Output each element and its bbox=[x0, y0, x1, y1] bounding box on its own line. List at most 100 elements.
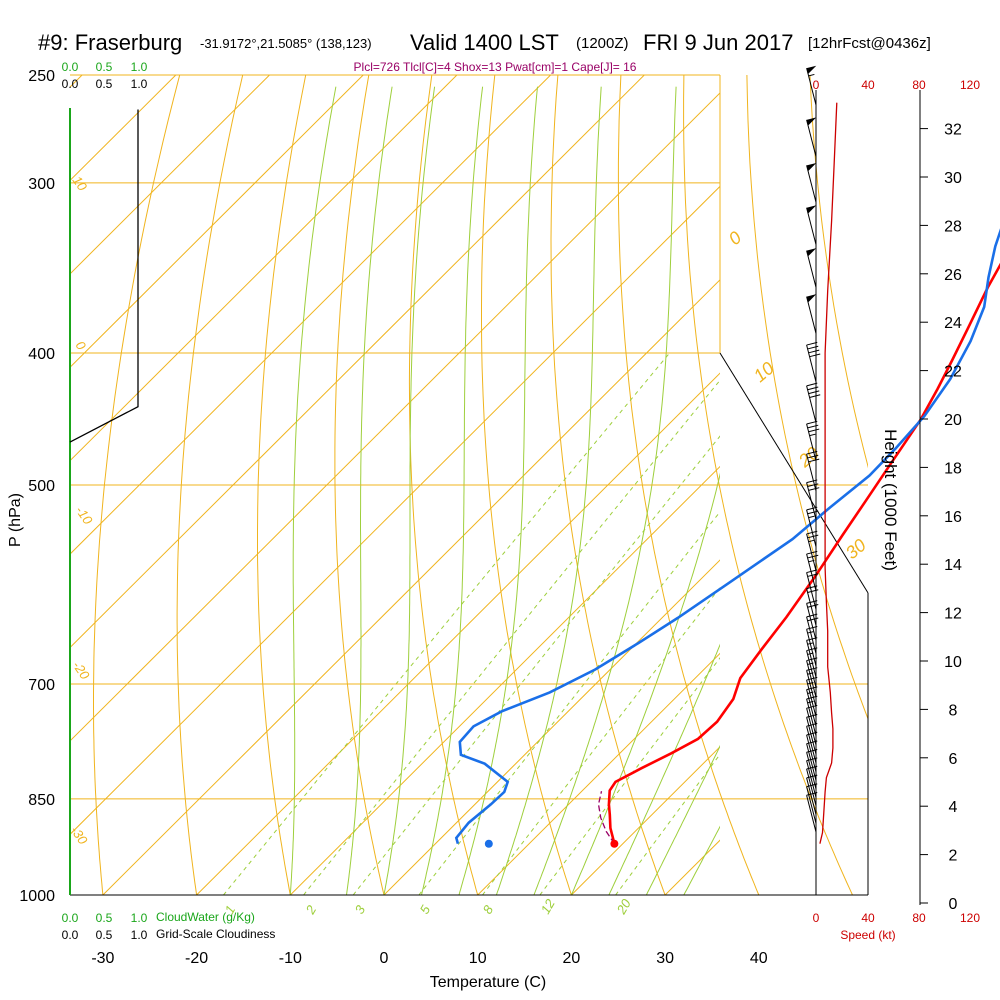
bottom-cloudwater-scale-label: 0.5 bbox=[96, 911, 113, 925]
y-tick-label: 1000 bbox=[19, 888, 55, 905]
wind-barb bbox=[806, 740, 818, 781]
wind-barb bbox=[806, 117, 817, 157]
temperature-line bbox=[607, 262, 1000, 845]
dry-adiabat bbox=[408, 75, 479, 895]
wind-barb bbox=[806, 765, 818, 806]
dry-adiabat-label: -10 bbox=[73, 503, 97, 528]
height-tick-label: 28 bbox=[944, 218, 962, 235]
wind-speed-tick-top: 0 bbox=[813, 78, 820, 92]
x-tick-label: -20 bbox=[185, 950, 208, 967]
wind-barb bbox=[806, 382, 821, 423]
mixing-ratio-label: 12 bbox=[538, 896, 559, 917]
y-tick-label: 400 bbox=[28, 346, 55, 363]
surface-dewpoint-point bbox=[484, 839, 493, 848]
wind-barb bbox=[806, 248, 817, 288]
dry-adiabat bbox=[93, 75, 181, 895]
dewpoint-line bbox=[454, 228, 1000, 845]
moist-adiabat bbox=[608, 643, 720, 895]
mixing-ratio-line bbox=[482, 586, 720, 895]
top-cloudiness-scale-label: 0.5 bbox=[96, 77, 113, 91]
height-tick-label: 18 bbox=[944, 460, 962, 477]
height-tick-label: 12 bbox=[944, 606, 962, 623]
title-date: FRI 9 Jun 2017 bbox=[643, 30, 793, 55]
isotherm-line bbox=[70, 75, 364, 369]
wind-barb bbox=[806, 625, 818, 667]
wind-barb bbox=[806, 783, 818, 824]
y-tick-label: 500 bbox=[28, 478, 55, 495]
dry-adiabat bbox=[746, 75, 868, 721]
moist-adiabat bbox=[495, 86, 602, 895]
dry-adiabats bbox=[93, 75, 868, 895]
dry-adiabat bbox=[176, 75, 244, 895]
height-tick-label: 20 bbox=[944, 412, 962, 429]
y-tick-label: 250 bbox=[28, 68, 55, 85]
wind_speed-line bbox=[819, 102, 838, 844]
chart-title: #9: Fraserburg -31.9172°,21.5085° (138,1… bbox=[38, 30, 931, 55]
top-cloudwater-scale-label: 0.0 bbox=[62, 60, 79, 74]
isotherm-line bbox=[853, 75, 1000, 895]
isotherm-label: 0 bbox=[725, 227, 746, 249]
moist-adiabat bbox=[346, 86, 393, 895]
plot-frame bbox=[69, 74, 869, 896]
y-axis-title: P (hPa) bbox=[7, 493, 24, 547]
x-tick-label: 10 bbox=[469, 950, 487, 967]
cloudiness-line bbox=[69, 109, 139, 443]
stability-indices: Plcl=726 Tlcl[C]=4 Shox=13 Pwat[cm]=1 Ca… bbox=[354, 60, 637, 74]
cloudiness-label: Grid-Scale Cloudiness bbox=[156, 927, 275, 941]
wind-panel-edge bbox=[719, 352, 869, 594]
moist-adiabat bbox=[570, 472, 720, 895]
dry-adiabat bbox=[809, 75, 868, 469]
x-axis: -30 -20 -10 0 10 20 30 40 bbox=[91, 950, 767, 967]
dry-adiabat-label: -30 bbox=[68, 823, 92, 848]
height-tick-label: 30 bbox=[944, 170, 962, 187]
isotherm-line bbox=[477, 652, 720, 895]
x-tick-label: -10 bbox=[279, 950, 302, 967]
dry-adiabat bbox=[617, 75, 760, 895]
wind-barb bbox=[806, 162, 817, 203]
mixing-ratio-line bbox=[615, 753, 720, 895]
isotherm-line bbox=[70, 75, 270, 275]
height-tick-label: 0 bbox=[949, 896, 958, 913]
x-axis-title: Temperature (C) bbox=[430, 974, 546, 991]
wind-speed-label: Speed (kt) bbox=[840, 928, 895, 942]
moist-adiabat bbox=[421, 86, 484, 895]
bottom-cloudiness-scale-label: 0.5 bbox=[96, 928, 113, 942]
wind-barb bbox=[806, 722, 818, 764]
wind-speed-tick-bottom: 40 bbox=[861, 911, 875, 925]
isobars bbox=[70, 74, 868, 896]
wind-speed-tick-bottom: 80 bbox=[912, 911, 926, 925]
x-tick-label: -30 bbox=[91, 950, 114, 967]
title-site: #9: Fraserburg bbox=[38, 30, 182, 55]
mixing-ratio-line bbox=[223, 352, 670, 895]
isotherm-label: 30 bbox=[842, 535, 870, 563]
height-tick-label: 6 bbox=[949, 751, 958, 768]
height-tick-label: 2 bbox=[949, 848, 958, 865]
dry-adiabat bbox=[257, 75, 307, 895]
moist-adiabat bbox=[383, 86, 436, 895]
wind-barb bbox=[806, 341, 821, 382]
wind-barb bbox=[806, 757, 818, 798]
height-tick-label: 26 bbox=[944, 267, 962, 284]
wind-barb bbox=[806, 774, 818, 815]
top-cloudiness-scale-label: 1.0 bbox=[131, 77, 148, 91]
wind-barb bbox=[806, 205, 817, 245]
wind-barb bbox=[806, 65, 817, 106]
title-coords: -31.9172°,21.5085° (138,123) bbox=[200, 36, 372, 51]
mixing-ratio-label: 2 bbox=[302, 902, 319, 917]
wind-barb bbox=[806, 695, 818, 736]
top-cloudiness-scale-label: 0.0 bbox=[62, 77, 79, 91]
bottom-cloudwater-scale-label: 1.0 bbox=[131, 911, 148, 925]
mixing-ratio-label: 5 bbox=[417, 902, 434, 916]
isotherm-line bbox=[70, 75, 458, 462]
height-tick-label: 10 bbox=[944, 654, 962, 671]
cloudwater-label: CloudWater (g/Kg) bbox=[156, 910, 255, 924]
wind-speed-tick-top: 80 bbox=[912, 78, 926, 92]
mixing-ratio-label: 8 bbox=[480, 902, 497, 916]
wind-barb bbox=[806, 714, 818, 755]
cloud-scales: 0.0 0.5 1.0 0.0 0.5 1.0 0.0 0.5 1.0 0.0 0.5 1.0 bbox=[62, 60, 148, 942]
dry-adiabat-label: 10 bbox=[70, 173, 91, 194]
y-tick-label: 300 bbox=[28, 176, 55, 193]
height-tick-label: 14 bbox=[944, 557, 962, 574]
